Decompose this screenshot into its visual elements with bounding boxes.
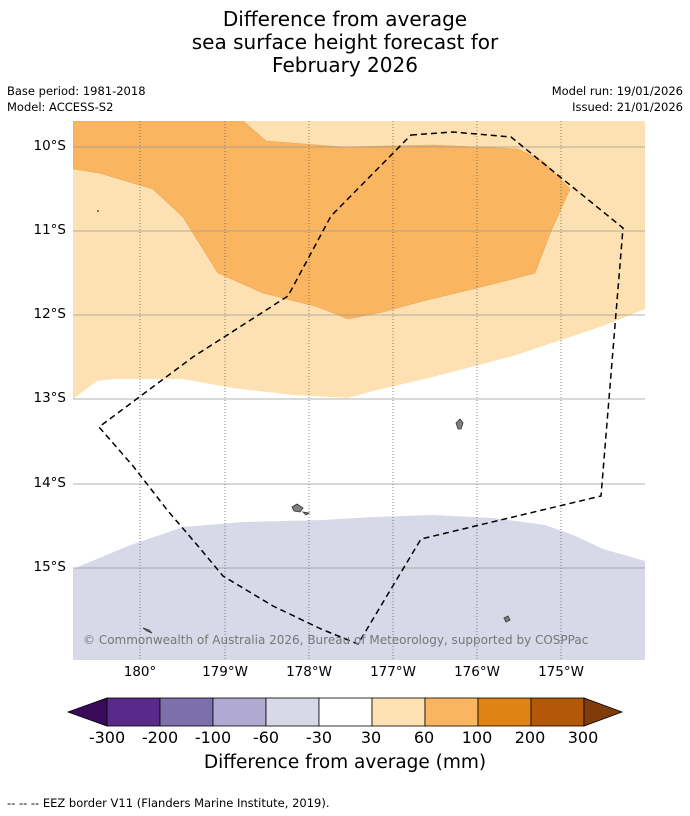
lon-label-175w: 175°W — [538, 664, 584, 680]
colorbar-cells — [66, 697, 624, 727]
title-line-3: February 2026 — [272, 53, 418, 77]
lon-label-176w: 176°W — [454, 664, 500, 680]
lat-label-11s: 11°S — [33, 222, 67, 238]
colorbar-cell — [530, 697, 585, 727]
colorbar-title: Difference from average (mm) — [203, 752, 487, 773]
eez-border — [97, 131, 624, 645]
island-southwest — [142, 627, 153, 634]
colorbar-cell — [318, 697, 373, 727]
cb-tick-label: -100 — [194, 728, 232, 747]
map-title: Difference from average sea surface heig… — [0, 8, 690, 77]
lat-label-14s: 14°S — [33, 475, 67, 491]
cb-tick-label: 200 — [514, 728, 546, 747]
lon-label-180: 180° — [123, 664, 157, 680]
sea-level-map: © Commonwealth of Australia 2026, Bureau… — [73, 121, 645, 660]
lat-label-13s: 13°S — [33, 390, 67, 406]
colorbar-extend-low — [66, 697, 108, 727]
island-northeast — [455, 418, 464, 430]
cb-tick-label: -200 — [141, 728, 179, 747]
lon-label-177w: 177°W — [370, 664, 416, 680]
colorbar — [66, 697, 624, 727]
lon-label-179w: 179°W — [202, 664, 248, 680]
cb-tick-label: -60 — [252, 728, 280, 747]
colorbar-cell — [424, 697, 479, 727]
colorbar-cell — [159, 697, 214, 727]
lat-label-12s: 12°S — [33, 306, 67, 322]
island-southeast — [503, 615, 511, 623]
lon-label-178w: 178°W — [286, 664, 332, 680]
cb-tick-label: 300 — [567, 728, 599, 747]
issued-date: Issued: 21/01/2026 — [572, 100, 683, 114]
colorbar-cell — [477, 697, 532, 727]
colorbar-cell — [212, 697, 267, 727]
colorbar-extend-high — [583, 697, 624, 727]
base-period: Base period: 1981-2018 — [7, 84, 146, 98]
lat-label-15s: 15°S — [33, 559, 67, 575]
colorbar-cell — [371, 697, 426, 727]
cb-tick-label: 30 — [360, 728, 382, 747]
meta-left: Base period: 1981-2018 Model: ACCESS-S2 — [7, 83, 146, 115]
cb-tick-label: 100 — [461, 728, 493, 747]
island-tiny — [97, 210, 99, 212]
lat-gridlines — [73, 146, 645, 569]
title-line-1: Difference from average — [222, 7, 468, 31]
meta-right: Model run: 19/01/2026 Issued: 21/01/2026 — [552, 83, 683, 115]
lat-label-10s: 10°S — [33, 138, 67, 154]
title-line-2: sea surface height forecast for — [191, 30, 499, 54]
colorbar-cell — [265, 697, 320, 727]
cb-tick-label: -30 — [305, 728, 333, 747]
footer-eez-note: -- -- -- EEZ border V11 (Flanders Marine… — [7, 796, 330, 810]
anomaly-neg30-neg60-area — [73, 515, 645, 660]
island-central — [291, 503, 304, 513]
colorbar-cell — [106, 697, 161, 727]
island-central-small — [301, 511, 311, 516]
model-name: Model: ACCESS-S2 — [7, 100, 114, 114]
cb-tick-label: 60 — [413, 728, 435, 747]
model-run: Model run: 19/01/2026 — [551, 84, 683, 98]
attribution-text: © Commonwealth of Australia 2026, Bureau… — [83, 633, 588, 647]
cb-tick-label: -300 — [88, 728, 126, 747]
anomaly-60-100-area — [73, 121, 571, 320]
